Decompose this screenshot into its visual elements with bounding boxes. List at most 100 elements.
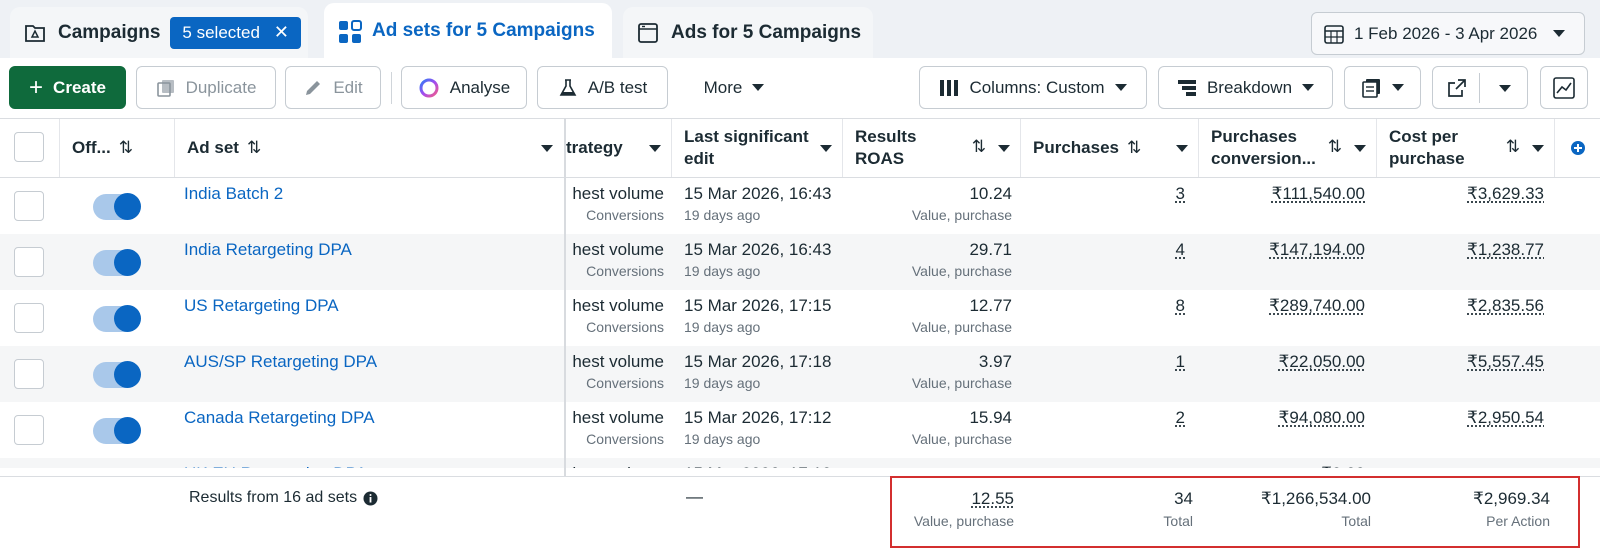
ab-test-button[interactable]: A/B test [537, 66, 668, 109]
chevron-down-icon[interactable] [998, 145, 1010, 152]
purchases-cell[interactable]: 3 [1060, 184, 1185, 204]
header-off-on[interactable]: Off... ⇅ [60, 119, 175, 177]
chart-toggle-button[interactable] [1540, 66, 1588, 109]
cost-cell[interactable]: ₹2,835.56 [1380, 296, 1544, 316]
ad-set-name-link[interactable]: AUS/SP Retargeting DPA [184, 352, 378, 371]
row-checkbox[interactable] [14, 359, 44, 389]
header-cost-per-purchase[interactable]: Cost per purchase ⇅ [1377, 119, 1555, 177]
calendar-icon [1324, 24, 1344, 44]
edit-button-label: Edit [333, 77, 363, 97]
purchases-value[interactable]: 4 [1175, 240, 1185, 259]
select-all-checkbox[interactable] [14, 132, 44, 162]
row-checkbox[interactable] [14, 247, 44, 277]
ad-set-name-link[interactable]: India Retargeting DPA [184, 240, 352, 259]
chevron-down-icon[interactable] [1354, 145, 1366, 152]
row-toggle[interactable] [93, 305, 141, 332]
add-column-button[interactable] [1555, 119, 1600, 177]
chevron-down-icon[interactable] [649, 145, 661, 152]
close-icon[interactable]: ✕ [273, 22, 290, 42]
sort-icon[interactable]: ⇅ [246, 138, 262, 157]
row-toggle[interactable] [93, 417, 141, 444]
cost-cell[interactable]: ₹5,557.45 [1380, 352, 1544, 372]
plus-circle-icon [1570, 140, 1586, 156]
chevron-down-icon[interactable] [1499, 85, 1511, 92]
create-button[interactable]: + Create [9, 66, 126, 109]
purchases-cell[interactable]: 4 [1060, 240, 1185, 260]
tab-ads[interactable]: Ads for 5 Campaigns [623, 7, 873, 58]
header-purchases[interactable]: Purchases ⇅ [1021, 119, 1199, 177]
sort-icon[interactable]: ⇅ [1127, 138, 1142, 157]
purchases-value[interactable]: 2 [1175, 408, 1185, 427]
analyse-button[interactable]: Analyse [401, 66, 527, 109]
row-checkbox[interactable] [14, 191, 44, 221]
date-range-picker[interactable]: 1 Feb 2026 - 3 Apr 2026 [1311, 12, 1585, 55]
conv-value[interactable]: ₹94,080.00 [1278, 408, 1365, 427]
purchases-cell[interactable]: 8 [1060, 296, 1185, 316]
conv-value[interactable]: ₹0.00 [1321, 464, 1365, 468]
ad-set-name-link[interactable]: UK EU Retargeting DPA [184, 464, 367, 468]
more-button[interactable]: More [684, 66, 784, 109]
table-row[interactable]: Canada Retargeting DPA hest volume Convers… [0, 402, 1600, 458]
table-row[interactable]: UK EU Retargeting DPA hest volume 15 Mar 2… [0, 458, 1600, 468]
header-ad-set-label: Ad set [187, 138, 239, 157]
chevron-down-icon[interactable] [1176, 145, 1188, 152]
conv-value-cell[interactable]: ₹0.00 [1200, 464, 1365, 468]
purchases-cell[interactable]: 2 [1060, 408, 1185, 428]
sort-icon[interactable]: ⇅ [1505, 137, 1520, 156]
row-checkbox[interactable] [14, 303, 44, 333]
columns-button[interactable]: Columns: Custom [919, 66, 1147, 109]
cost-value[interactable]: ₹3,629.33 [1467, 184, 1544, 203]
sort-icon[interactable]: ⇅ [1327, 137, 1342, 156]
conv-value-cell[interactable]: ₹111,540.00 [1200, 184, 1365, 204]
conv-value[interactable]: ₹111,540.00 [1271, 184, 1365, 203]
row-toggle[interactable] [93, 249, 141, 276]
cost-cell[interactable]: ₹3,629.33 [1380, 184, 1544, 204]
conv-value-cell[interactable]: ₹147,194.00 [1200, 240, 1365, 260]
edit-button[interactable]: Edit [285, 66, 381, 109]
conv-value-cell[interactable]: ₹22,050.00 [1200, 352, 1365, 372]
row-toggle[interactable] [93, 193, 141, 220]
table-row[interactable]: India Retargeting DPA hest volume Conversi… [0, 234, 1600, 290]
ad-set-name-link[interactable]: India Batch 2 [184, 184, 284, 203]
chevron-down-icon[interactable] [1532, 145, 1544, 152]
export-button[interactable] [1432, 66, 1528, 109]
ad-set-name-link[interactable]: Canada Retargeting DPA [184, 408, 375, 427]
row-toggle[interactable] [93, 361, 141, 388]
purchases-value[interactable]: 1 [1175, 352, 1185, 371]
conv-value[interactable]: ₹147,194.00 [1269, 240, 1365, 259]
conv-value-cell[interactable]: ₹94,080.00 [1200, 408, 1365, 428]
cost-cell[interactable]: ₹1,238.77 [1380, 240, 1544, 260]
table-row[interactable]: India Batch 2 hest volume Conversions 15 Ma… [0, 178, 1600, 234]
purchases-value[interactable]: 3 [1175, 184, 1185, 203]
header-purchases-conversion[interactable]: Purchases conversion... ⇅ [1199, 119, 1377, 177]
cost-cell[interactable]: ₹2,950.54 [1380, 408, 1544, 428]
header-strategy[interactable]: trategy [566, 119, 672, 177]
chevron-down-icon[interactable] [820, 145, 832, 152]
reports-button[interactable] [1344, 66, 1421, 109]
cost-value[interactable]: ₹2,835.56 [1467, 296, 1544, 315]
header-ad-set[interactable]: Ad set ⇅ [175, 119, 566, 177]
sort-icon[interactable]: ⇅ [971, 137, 986, 156]
cost-value[interactable]: ₹5,557.45 [1467, 352, 1544, 371]
conv-value-cell[interactable]: ₹289,740.00 [1200, 296, 1365, 316]
cost-value[interactable]: ₹2,950.54 [1467, 408, 1544, 427]
info-icon[interactable] [363, 491, 378, 506]
tab-campaigns[interactable]: Campaigns 5 selected ✕ [10, 7, 308, 58]
cost-value[interactable]: ₹1,238.77 [1467, 240, 1544, 259]
header-last-edit[interactable]: Last significant edit [672, 119, 843, 177]
selected-badge[interactable]: 5 selected ✕ [170, 16, 302, 49]
chevron-down-icon[interactable] [541, 145, 553, 152]
ad-set-name-link[interactable]: US Retargeting DPA [184, 296, 339, 315]
purchases-cell[interactable]: 1 [1060, 352, 1185, 372]
purchases-value[interactable]: 8 [1175, 296, 1185, 315]
conv-value[interactable]: ₹289,740.00 [1269, 296, 1365, 315]
conv-value[interactable]: ₹22,050.00 [1278, 352, 1365, 371]
tab-adsets[interactable]: Ad sets for 5 Campaigns [324, 3, 612, 58]
sort-icon[interactable]: ⇅ [118, 138, 133, 157]
row-checkbox[interactable] [14, 415, 44, 445]
breakdown-button[interactable]: Breakdown [1158, 66, 1333, 109]
header-results-roas[interactable]: Results ROAS ⇅ [843, 119, 1021, 177]
table-row[interactable]: US Retargeting DPA hest volume Conversions… [0, 290, 1600, 346]
table-row[interactable]: AUS/SP Retargeting DPA hest volume Convers… [0, 346, 1600, 402]
duplicate-button[interactable]: Duplicate [136, 66, 276, 109]
